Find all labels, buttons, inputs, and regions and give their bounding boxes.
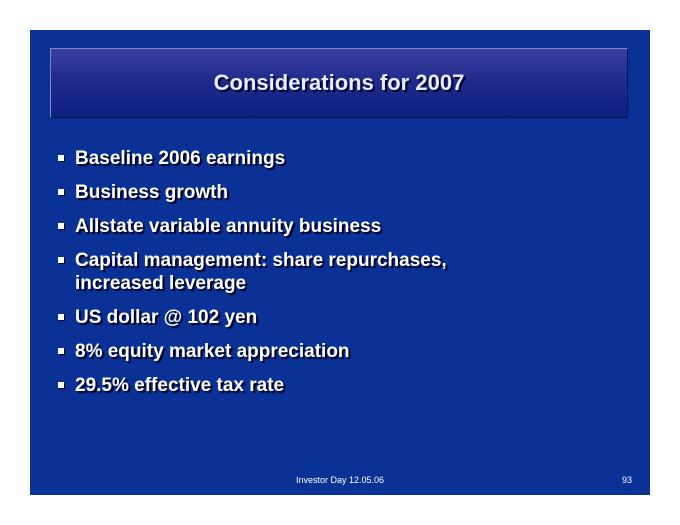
bullet-text: 8% equity market appreciation: [75, 341, 350, 362]
bullet-marker: [58, 223, 64, 229]
slide-title: Considerations for 2007: [213, 70, 465, 95]
bullet-item: 8% equity market appreciation: [55, 340, 495, 363]
bullet-item: US dollar @ 102 yen: [55, 306, 495, 329]
bullet-marker: [58, 257, 64, 263]
bullet-item: Business growth: [55, 181, 495, 204]
bullet-text: Allstate variable annuity business: [75, 216, 382, 237]
bullet-item: 29.5% effective tax rate: [55, 374, 495, 397]
title-box: Considerations for 2007: [50, 48, 628, 118]
bullet-marker: [58, 189, 64, 195]
bullet-text: Baseline 2006 earnings: [75, 148, 286, 169]
bullet-text: Business growth: [75, 182, 229, 203]
bullet-marker: [58, 314, 64, 320]
bullet-text: Capital management: share repurchases, i…: [75, 250, 447, 294]
bullet-marker: [58, 348, 64, 354]
bullet-list: Baseline 2006 earnings Business growth All…: [55, 147, 535, 408]
footer-text: Investor Day 12.05.06: [295, 475, 385, 485]
page-number: 93: [621, 475, 632, 485]
bullet-item: Capital management: share repurchases, i…: [55, 249, 495, 295]
bullet-text: US dollar @ 102 yen: [75, 307, 258, 328]
bullet-item: Allstate variable annuity business: [55, 215, 495, 238]
bullet-item: Baseline 2006 earnings: [55, 147, 495, 170]
bullet-marker: [58, 155, 64, 161]
bullet-text: 29.5% effective tax rate: [75, 375, 285, 396]
slide: Considerations for 2007 Baseline 2006 ea…: [30, 30, 650, 495]
bullet-marker: [58, 382, 64, 388]
